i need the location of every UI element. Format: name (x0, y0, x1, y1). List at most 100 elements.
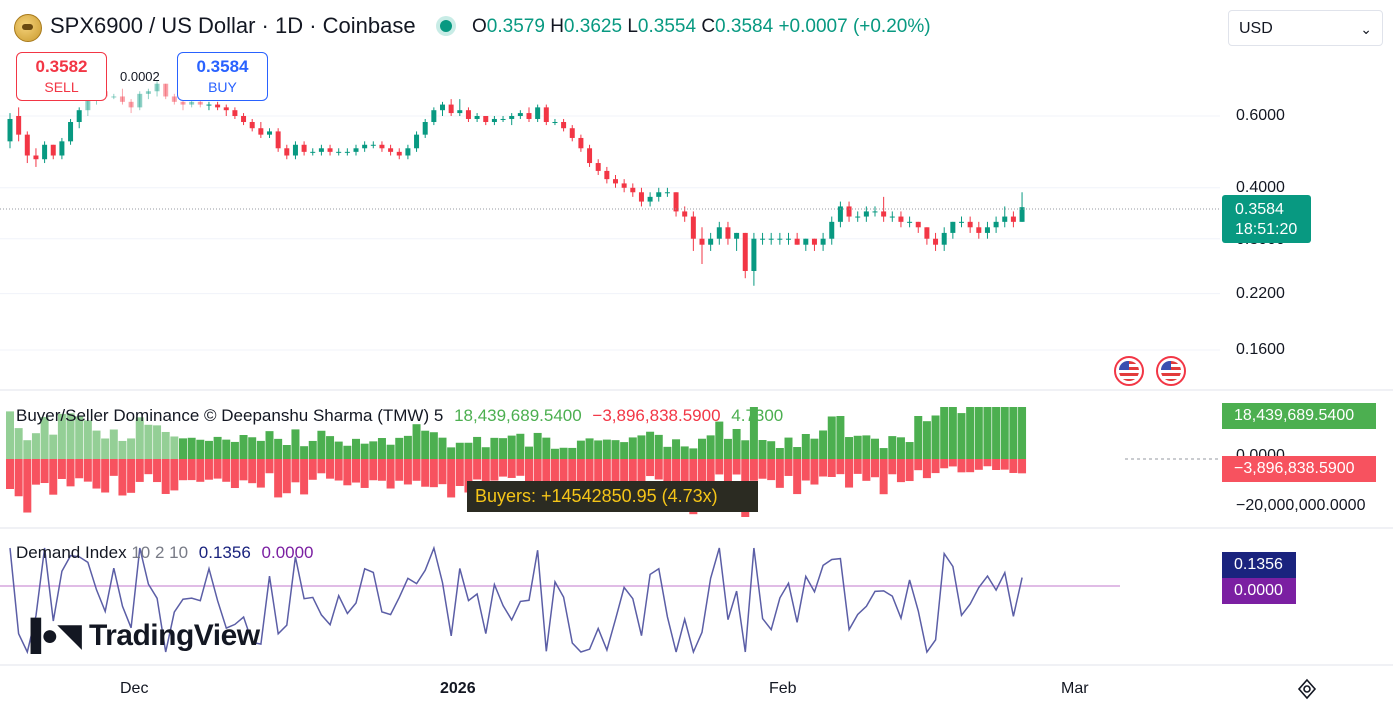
candle-body (474, 116, 480, 119)
current-price: 0.3584 (1235, 201, 1284, 218)
buy-volume-bar (810, 438, 819, 459)
sell-volume-bar (369, 459, 378, 481)
buy-volume-bar (637, 435, 646, 459)
sell-volume-bar (300, 459, 309, 495)
buy-volume-bar (377, 438, 386, 459)
candles (7, 81, 1025, 286)
candle-body (613, 179, 618, 184)
buy-volume-bar (879, 448, 888, 459)
currency-label: USD (1239, 20, 1273, 37)
time-axis-label: 2026 (440, 680, 476, 697)
demand-index-legend[interactable]: Demand Index 10 2 10 0.1356 0.0000 (16, 543, 314, 563)
candle-body (924, 227, 930, 239)
buy-volume-bar (57, 413, 66, 459)
candle-body (820, 238, 826, 245)
sell-volume-bar (715, 459, 724, 475)
buy-volume-bar (92, 430, 101, 459)
spread-value: 0.0002 (120, 69, 160, 84)
sell-volume-bar (343, 459, 352, 486)
currency-select[interactable]: USD ⌄ (1228, 10, 1383, 46)
candle-body (258, 128, 264, 135)
candle-body (370, 144, 376, 146)
price-axis-label: 0.4000 (1236, 179, 1285, 196)
candle-body (742, 232, 748, 271)
candle-body (396, 151, 402, 156)
sell-volume-bar (412, 459, 421, 481)
sell-volume-bar (905, 459, 914, 482)
sell-volume-bar (871, 459, 879, 478)
candle-body (379, 144, 385, 149)
sell-volume-bar (31, 459, 40, 485)
sell-volume-bar (386, 459, 395, 489)
sell-volume-bar (602, 459, 611, 489)
spx6900-coin-icon[interactable] (14, 14, 42, 42)
price-grid (0, 115, 1220, 351)
buy-volume-bar (749, 407, 758, 459)
candle-body (794, 238, 800, 245)
sell-volume-bar (213, 459, 222, 479)
sell-volume-bar (801, 459, 810, 481)
candle-body (16, 116, 22, 135)
buy-volume-bar (819, 430, 828, 459)
buy-volume-bar (680, 446, 689, 459)
demand-index-line (9, 545, 1023, 655)
sell-volume-bar (282, 459, 291, 494)
sell-volume-bar (542, 459, 551, 494)
buy-volume-bar (576, 440, 585, 459)
candle-body (59, 141, 65, 156)
candle-body (587, 148, 593, 164)
candle-body (318, 148, 324, 152)
candle-body (915, 221, 921, 228)
sell-volume-bar (819, 459, 828, 477)
symbol-title[interactable]: SPX6900 / US Dollar · 1D · Coinbase (50, 13, 416, 38)
low-value: 0.3554 (637, 16, 697, 37)
sell-volume-bar (1000, 459, 1009, 470)
dominance-legend[interactable]: Buyer/Seller Dominance © Deepanshu Sharm… (16, 406, 783, 426)
candle-body (933, 238, 939, 245)
us-flag-event-icon[interactable] (1114, 356, 1144, 386)
sell-volume-bar (473, 459, 482, 480)
buy-volume-bar (836, 416, 845, 459)
candle-body (388, 148, 394, 152)
us-flag-event-icon[interactable] (1156, 356, 1186, 386)
candle-body (24, 134, 30, 156)
buy-button[interactable]: 0.3584 BUY (177, 52, 268, 101)
buy-volume-bar (135, 417, 144, 459)
buy-volume-bar (230, 441, 239, 459)
candle-body (1019, 207, 1025, 222)
candle-body (638, 192, 644, 202)
tradingview-logo[interactable]: ▐●◥ TradingView (20, 618, 260, 653)
sell-volume-bar (654, 459, 663, 480)
buy-volume-bar (481, 447, 490, 459)
sell-volume-bar (845, 459, 854, 488)
candle-body (7, 118, 13, 142)
buy-volume-bar (888, 436, 897, 459)
sell-volume-bar (749, 459, 758, 481)
buy-volume-bar (447, 447, 456, 459)
buy-label: BUY (208, 79, 237, 95)
buyers-tooltip: Buyers: +14542850.95 (4.73x) (467, 481, 758, 512)
sell-button[interactable]: 0.3582 SELL (16, 52, 107, 101)
sell-volume-bar (879, 459, 888, 495)
demand-index-params: 10 2 10 (131, 543, 189, 562)
buy-volume-bar (308, 440, 317, 459)
candle-body (405, 148, 411, 156)
buy-volume-bar (723, 438, 732, 459)
candle-body (543, 107, 549, 123)
buy-volume-bar (179, 438, 187, 459)
chart-settings-icon[interactable] (1296, 678, 1318, 700)
buy-volume-bar (213, 436, 222, 459)
candle-body (889, 216, 895, 218)
sell-volume-bar (992, 459, 1001, 470)
candle-body (811, 238, 817, 245)
dominance-histogram (6, 407, 1027, 517)
sell-volume-bar (516, 459, 525, 476)
buy-volume-bar (525, 446, 533, 459)
candle-body (414, 134, 420, 149)
buy-volume-bar (775, 447, 784, 459)
market-status-icon[interactable] (440, 20, 452, 32)
buy-volume-bar (948, 407, 957, 459)
buy-volume-bar (153, 425, 162, 459)
buy-volume-bar (395, 437, 404, 459)
